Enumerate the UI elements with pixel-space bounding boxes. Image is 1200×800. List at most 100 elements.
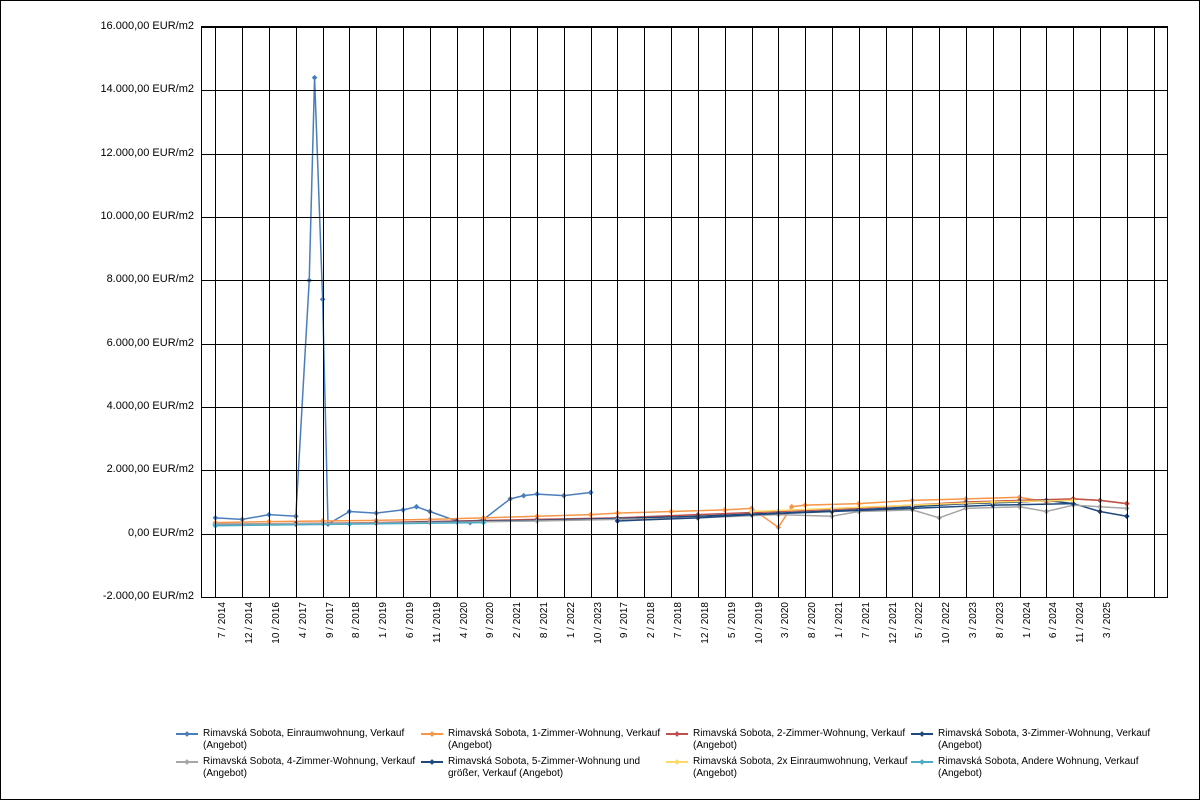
grid-line-vertical xyxy=(698,27,699,597)
grid-line-horizontal xyxy=(202,597,1167,598)
grid-line-vertical xyxy=(912,27,913,597)
grid-line-vertical xyxy=(1046,27,1047,597)
legend-label: Rimavská Sobota, Andere Wohnung, Verkauf… xyxy=(938,756,1156,780)
x-tick-label: 11 / 2019 xyxy=(432,602,443,682)
grid-line-vertical xyxy=(215,27,216,597)
y-tick-label: 10.000,00 EUR/m2 xyxy=(14,210,194,222)
x-tick-label: 6 / 2024 xyxy=(1048,602,1059,682)
legend-item: Rimavská Sobota, Andere Wohnung, Verkauf… xyxy=(911,754,1156,782)
x-tick-label: 10 / 2023 xyxy=(593,602,604,682)
legend-item: Rimavská Sobota, 3-Zimmer-Wohnung, Verka… xyxy=(911,726,1156,754)
grid-line-vertical xyxy=(805,27,806,597)
x-tick-label: 10 / 2016 xyxy=(271,602,282,682)
grid-line-vertical xyxy=(1127,27,1128,597)
x-tick-label: 12 / 2014 xyxy=(244,602,255,682)
grid-line-vertical xyxy=(778,27,779,597)
grid-line-vertical xyxy=(349,27,350,597)
x-tick-label: 9 / 2017 xyxy=(325,602,336,682)
y-tick-label: -2.000,00 EUR/m2 xyxy=(14,590,194,602)
grid-line-vertical xyxy=(457,27,458,597)
grid-line-horizontal xyxy=(202,280,1167,281)
x-tick-label: 1 / 2019 xyxy=(378,602,389,682)
legend: Rimavská Sobota, Einraumwohnung, Verkauf… xyxy=(176,726,1176,782)
x-tick-label: 10 / 2022 xyxy=(941,602,952,682)
legend-item: Rimavská Sobota, 1-Zimmer-Wohnung, Verka… xyxy=(421,726,666,754)
x-tick-label: 3 / 2020 xyxy=(780,602,791,682)
grid-line-vertical xyxy=(242,27,243,597)
series-marker xyxy=(414,504,420,510)
legend-swatch xyxy=(176,733,198,735)
grid-line-vertical xyxy=(591,27,592,597)
grid-line-horizontal xyxy=(202,344,1167,345)
grid-line-vertical xyxy=(1100,27,1101,597)
legend-label: Rimavská Sobota, Einraumwohnung, Verkauf… xyxy=(203,728,421,752)
grid-line-vertical xyxy=(269,27,270,597)
legend-swatch xyxy=(421,761,443,763)
legend-swatch xyxy=(666,733,688,735)
y-tick-label: 6.000,00 EUR/m2 xyxy=(14,337,194,349)
grid-line-vertical xyxy=(617,27,618,597)
grid-line-vertical xyxy=(483,27,484,597)
series-line xyxy=(617,504,1073,521)
x-tick-label: 2 / 2021 xyxy=(512,602,523,682)
legend-item: Rimavská Sobota, 2-Zimmer-Wohnung, Verka… xyxy=(666,726,911,754)
grid-line-vertical xyxy=(939,27,940,597)
y-tick-label: 2.000,00 EUR/m2 xyxy=(14,463,194,475)
grid-line-vertical xyxy=(296,27,297,597)
grid-line-vertical xyxy=(376,27,377,597)
grid-line-vertical xyxy=(966,27,967,597)
grid-line-vertical xyxy=(671,27,672,597)
legend-swatch xyxy=(911,733,933,735)
x-tick-label: 5 / 2022 xyxy=(914,602,925,682)
grid-line-horizontal xyxy=(202,27,1167,28)
grid-line-horizontal xyxy=(202,90,1167,91)
legend-item: Rimavská Sobota, 5-Zimmer-Wohnung und gr… xyxy=(421,754,666,782)
grid-line-vertical xyxy=(1073,27,1074,597)
x-tick-label: 10 / 2019 xyxy=(754,602,765,682)
grid-line-vertical xyxy=(993,27,994,597)
x-tick-label: 6 / 2019 xyxy=(405,602,416,682)
grid-line-horizontal xyxy=(202,217,1167,218)
x-tick-label: 8 / 2023 xyxy=(995,602,1006,682)
grid-line-vertical xyxy=(430,27,431,597)
legend-label: Rimavská Sobota, 5-Zimmer-Wohnung und gr… xyxy=(448,756,666,780)
grid-line-vertical xyxy=(752,27,753,597)
x-tick-label: 2 / 2018 xyxy=(646,602,657,682)
y-tick-label: 0,00 EUR/m2 xyxy=(14,527,194,539)
grid-line-vertical xyxy=(886,27,887,597)
x-tick-label: 3 / 2023 xyxy=(968,602,979,682)
grid-line-vertical xyxy=(1020,27,1021,597)
x-tick-label: 1 / 2021 xyxy=(834,602,845,682)
x-tick-label: 4 / 2020 xyxy=(459,602,470,682)
legend-item: Rimavská Sobota, 4-Zimmer-Wohnung, Verka… xyxy=(176,754,421,782)
grid-line-horizontal xyxy=(202,407,1167,408)
legend-swatch xyxy=(666,761,688,763)
plot-area xyxy=(201,26,1168,598)
grid-line-horizontal xyxy=(202,154,1167,155)
x-tick-label: 9 / 2017 xyxy=(619,602,630,682)
y-tick-label: 14.000,00 EUR/m2 xyxy=(14,83,194,95)
grid-line-vertical xyxy=(832,27,833,597)
x-tick-label: 1 / 2024 xyxy=(1022,602,1033,682)
chart-svg xyxy=(202,27,1167,597)
grid-line-vertical xyxy=(644,27,645,597)
legend-swatch xyxy=(176,761,198,763)
x-tick-label: 7 / 2018 xyxy=(673,602,684,682)
x-tick-label: 12 / 2018 xyxy=(700,602,711,682)
x-tick-label: 9 / 2020 xyxy=(485,602,496,682)
grid-line-vertical xyxy=(1154,27,1155,597)
grid-line-vertical xyxy=(510,27,511,597)
grid-line-vertical xyxy=(564,27,565,597)
x-tick-label: 8 / 2020 xyxy=(807,602,818,682)
legend-label: Rimavská Sobota, 2x Einraumwohnung, Verk… xyxy=(693,756,911,780)
x-tick-label: 8 / 2018 xyxy=(351,602,362,682)
grid-line-vertical xyxy=(323,27,324,597)
x-tick-label: 4 / 2017 xyxy=(298,602,309,682)
x-tick-label: 8 / 2021 xyxy=(539,602,550,682)
chart-container: -2.000,00 EUR/m2 0,00 EUR/m2 2.000,00 EUR/… xyxy=(0,0,1200,800)
legend-swatch xyxy=(911,761,933,763)
grid-line-horizontal xyxy=(202,470,1167,471)
legend-item: Rimavská Sobota, Einraumwohnung, Verkauf… xyxy=(176,726,421,754)
x-tick-label: 7 / 2021 xyxy=(861,602,872,682)
grid-line-horizontal xyxy=(202,534,1167,535)
